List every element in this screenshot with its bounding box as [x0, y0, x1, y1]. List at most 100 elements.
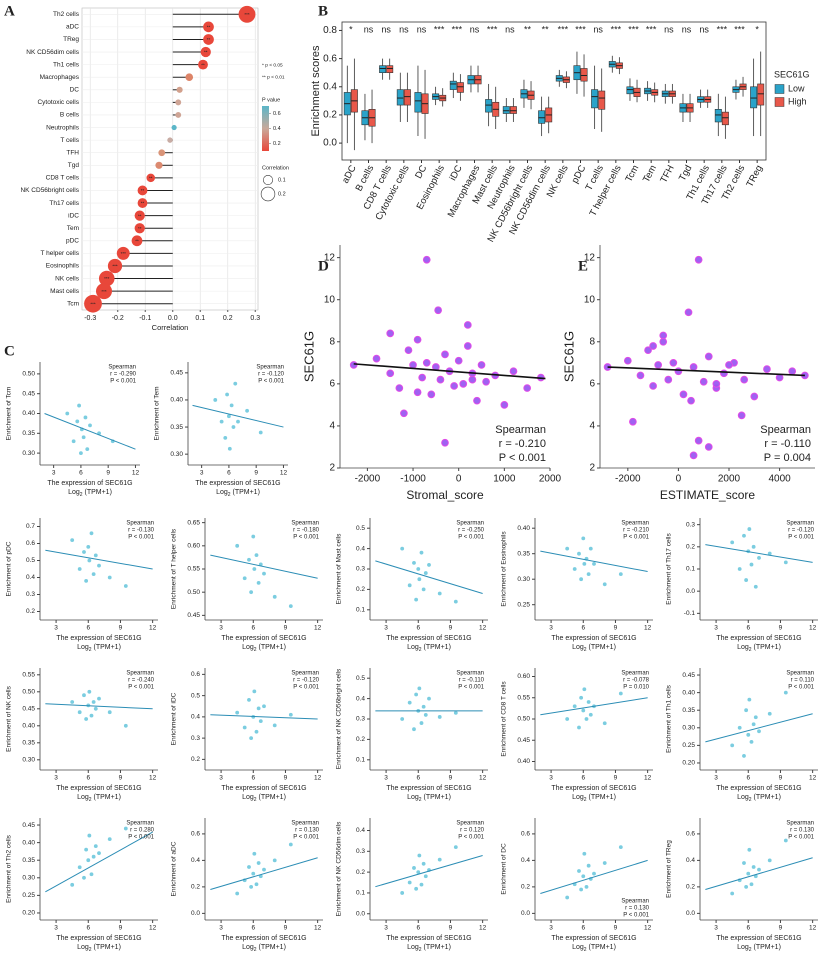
point [77, 403, 81, 408]
point [427, 563, 431, 567]
point [70, 700, 75, 704]
annotation: r = -0.078 [623, 678, 650, 684]
annotation: P = 0.004 [764, 452, 811, 464]
dot [84, 294, 102, 313]
point [249, 884, 254, 889]
x-tick-label: 12 [314, 925, 322, 932]
y-tick-label: 0.40 [170, 397, 183, 404]
point [87, 689, 92, 694]
y-tick-label: 0.50 [517, 716, 530, 723]
point [757, 729, 761, 734]
y-tick-label: 0.0 [323, 138, 337, 149]
y-tick-label: 0.5 [356, 525, 365, 532]
x-tick-label: 12 [644, 925, 652, 932]
point [223, 435, 228, 440]
point [86, 858, 91, 863]
plot-background [81, 7, 259, 311]
y-tick-label: 0.3 [356, 566, 365, 573]
y-tick-label: 0.35 [22, 430, 35, 437]
legend-title: P value [262, 97, 280, 103]
x-tick-label: 3 [54, 625, 58, 632]
x-axis-label-part: 2 [254, 797, 257, 803]
annotation: P < 0.001 [128, 685, 154, 691]
y-tick-label: 0.60 [187, 543, 200, 550]
y-tick-label: 0.45 [517, 737, 530, 744]
x-axis-label-2: Log2 (TPM+1) [572, 644, 616, 653]
point [83, 415, 88, 420]
x-axis-label: ESTIMATE_score [660, 488, 755, 502]
point [400, 891, 405, 895]
fit-line [705, 857, 813, 891]
annotation: Spearman [291, 821, 319, 827]
point [288, 712, 293, 717]
x-axis-label: The expression of SEC61G [56, 785, 141, 792]
category-label: NK CD56bright cells [20, 187, 79, 194]
point [757, 867, 761, 872]
y-tick-label: 8 [329, 336, 335, 347]
box [757, 83, 765, 106]
x-tick-label: 12 [314, 775, 322, 782]
point [85, 447, 90, 452]
y-tick-label: 4 [329, 421, 335, 432]
point [82, 693, 86, 698]
x-axis-label-2: Log2 (TPM+1) [77, 944, 121, 953]
point [225, 392, 229, 397]
y-axis-label: Enrichment of NK cells [6, 685, 13, 751]
x-tick-label: 3 [200, 470, 204, 477]
x-tick-label: 3 [52, 470, 56, 477]
point [252, 851, 257, 856]
point [97, 563, 101, 568]
y-tick-label: 0.20 [22, 910, 35, 917]
point [659, 331, 668, 340]
point [91, 700, 96, 704]
y-tick-label: 0.35 [170, 424, 183, 431]
point [592, 562, 596, 566]
x-axis-label-part: Log [242, 794, 254, 801]
annotation: P < 0.001 [258, 379, 284, 385]
x-tick-label: 9 [119, 625, 123, 632]
point [87, 833, 92, 838]
point [523, 384, 532, 392]
significance-label: *** [452, 24, 463, 34]
point [473, 396, 481, 405]
category-label: Th2 cells [53, 11, 80, 18]
point [423, 571, 428, 575]
x-tick-label: -2000 [355, 474, 381, 485]
x-axis-label-part: Log [68, 489, 80, 496]
category-label: NK CD56dim cells [26, 49, 79, 56]
x-tick-label: 2000 [718, 474, 741, 485]
point [107, 710, 112, 715]
point [251, 871, 256, 876]
point [416, 567, 421, 571]
y-tick-label: 0.0 [191, 910, 200, 917]
x-tick-label: 3 [384, 925, 388, 932]
x-axis-label-part: (TPM+1) [422, 944, 451, 951]
y-tick-label: 0.40 [22, 839, 35, 846]
fit-line [705, 544, 813, 563]
point [419, 550, 424, 555]
annotation: Spearman [456, 671, 484, 677]
y-tick-label: 10 [324, 294, 336, 305]
x-tick-label: -0.2 [112, 315, 124, 322]
fit-line [540, 859, 648, 894]
x-axis-label: The expression of SEC61G [195, 480, 280, 487]
dot [107, 258, 123, 274]
point [737, 567, 742, 571]
x-axis-label: The expression of SEC61G [716, 635, 801, 642]
x-tick-label: 9 [779, 925, 783, 932]
x-tick-label: 6 [581, 775, 585, 782]
annotation: r = -0.130 [128, 528, 155, 534]
x-axis-label-2: Log2 (TPM+1) [407, 794, 451, 803]
point [704, 352, 713, 361]
point [730, 743, 735, 748]
y-tick-label: 0.5 [26, 557, 35, 564]
point [712, 379, 721, 388]
x-axis-label: The expression of SEC61G [386, 785, 471, 792]
point [249, 736, 254, 741]
fit-line [540, 697, 648, 716]
point [618, 572, 623, 576]
point [751, 544, 756, 549]
point [572, 704, 577, 709]
x-tick-label: 6 [251, 625, 255, 632]
point [77, 567, 82, 571]
